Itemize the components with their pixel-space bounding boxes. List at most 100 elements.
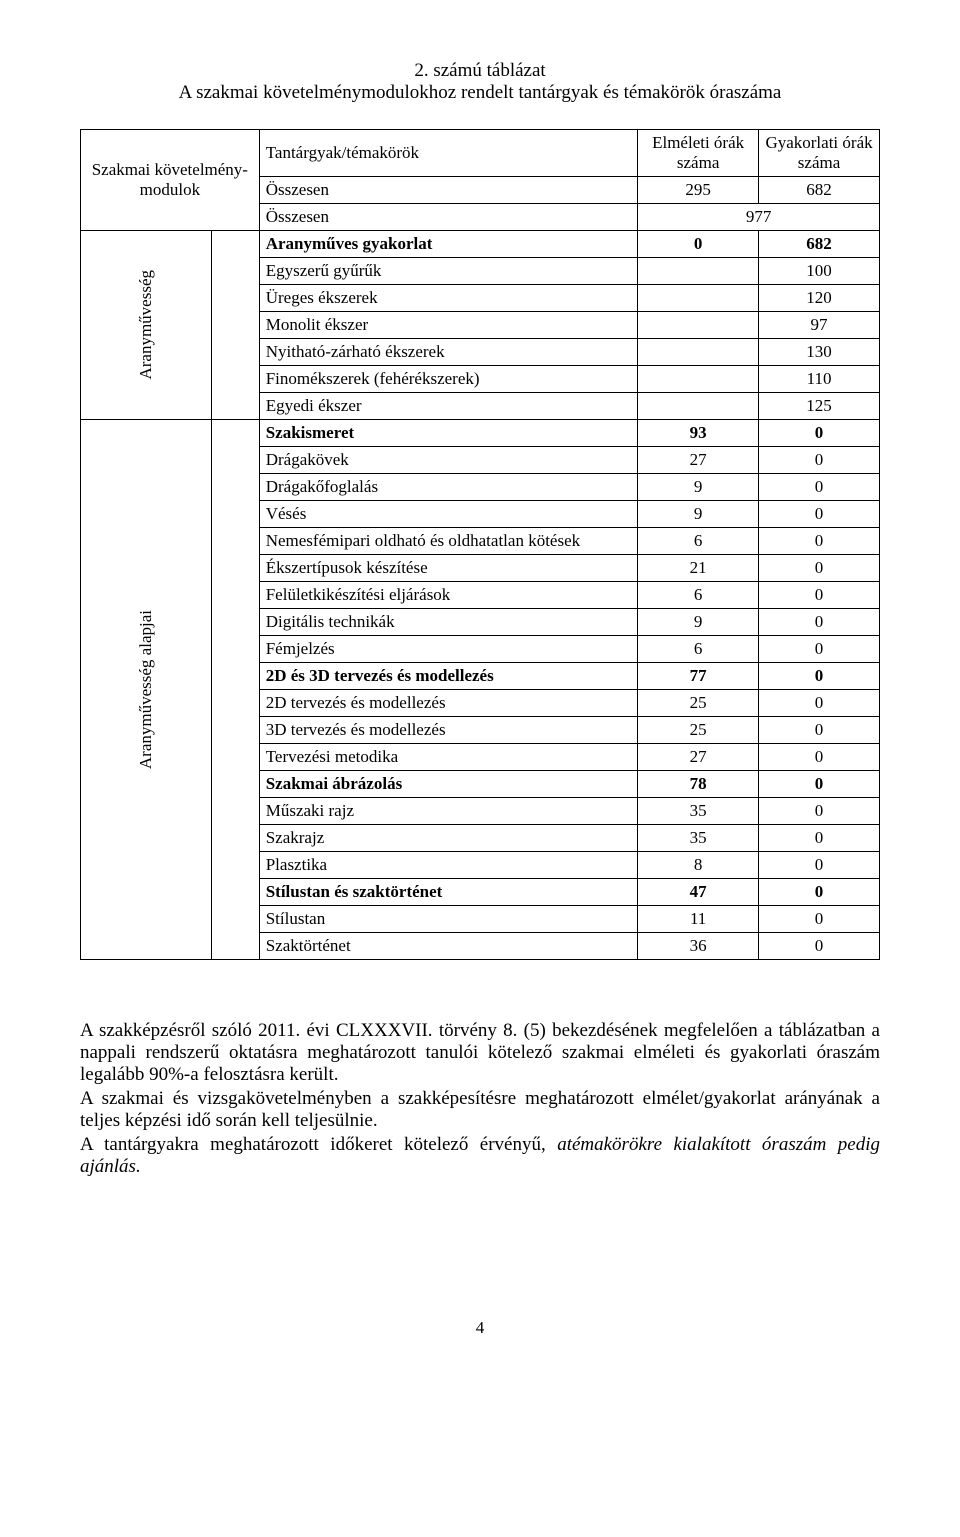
row-theory: [638, 312, 759, 339]
row-name: Drágakövek: [259, 447, 637, 474]
spacer-cell: [212, 231, 259, 420]
row-name: Szakismeret: [259, 420, 637, 447]
row-practice: 0: [759, 852, 880, 879]
row-theory: 77: [638, 663, 759, 690]
title-line-1: 2. számú táblázat: [80, 60, 880, 82]
row-practice: 0: [759, 879, 880, 906]
row-name: Nyitható-zárható ékszerek: [259, 339, 637, 366]
module-label: Aranyművesség alapjai: [136, 610, 156, 769]
row-theory: 6: [638, 528, 759, 555]
row-name: Finomékszerek (fehérékszerek): [259, 366, 637, 393]
row-name: Nemesfémipari oldható és oldhatatlan köt…: [259, 528, 637, 555]
spacer-cell: [212, 420, 259, 960]
row-theory: [638, 366, 759, 393]
title-line-2: A szakmai követelménymodulokhoz rendelt …: [80, 82, 880, 104]
row-practice: 130: [759, 339, 880, 366]
row-name: Műszaki rajz: [259, 798, 637, 825]
page-number: 4: [80, 1318, 880, 1338]
hours-table: Szakmai követelmény-modulok Tantárgyak/t…: [80, 129, 880, 960]
row-name: Egyedi ékszer: [259, 393, 637, 420]
total-practice: 682: [759, 177, 880, 204]
table-title: 2. számú táblázat A szakmai követelménym…: [80, 60, 880, 104]
header-practice: Gyakorlati órák száma: [759, 130, 880, 177]
paragraph-3: A tantárgyakra meghatározott időkeret kö…: [80, 1134, 880, 1178]
row-theory: 6: [638, 582, 759, 609]
row-practice: 682: [759, 231, 880, 258]
row-practice: 0: [759, 447, 880, 474]
row-theory: 25: [638, 717, 759, 744]
row-practice: 0: [759, 528, 880, 555]
row-theory: 78: [638, 771, 759, 798]
row-practice: 0: [759, 771, 880, 798]
row-theory: [638, 339, 759, 366]
row-name: Egyszerű gyűrűk: [259, 258, 637, 285]
row-name: 3D tervezés és modellezés: [259, 717, 637, 744]
row-name: Vésés: [259, 501, 637, 528]
paragraph-1: A szakképzésről szóló 2011. évi CLXXXVII…: [80, 1020, 880, 1086]
footer-paragraphs: A szakképzésről szóló 2011. évi CLXXXVII…: [80, 1020, 880, 1178]
row-theory: 93: [638, 420, 759, 447]
row-theory: [638, 258, 759, 285]
row-name: 2D és 3D tervezés és modellezés: [259, 663, 637, 690]
row-practice: 0: [759, 663, 880, 690]
row-practice: 0: [759, 717, 880, 744]
row-theory: 25: [638, 690, 759, 717]
row-name: Drágakőfoglalás: [259, 474, 637, 501]
row-name: Szakmai ábrázolás: [259, 771, 637, 798]
header-modules: Szakmai követelmény-modulok: [81, 130, 260, 231]
row-name: Szakrajz: [259, 825, 637, 852]
row-name: Üreges ékszerek: [259, 285, 637, 312]
row-theory: 11: [638, 906, 759, 933]
row-theory: [638, 285, 759, 312]
row-practice: 0: [759, 420, 880, 447]
row-name: Fémjelzés: [259, 636, 637, 663]
row-practice: 0: [759, 798, 880, 825]
row-practice: 120: [759, 285, 880, 312]
table-row: Aranyművesség alapjaiSzakismeret930: [81, 420, 880, 447]
row-theory: 36: [638, 933, 759, 960]
row-practice: 0: [759, 609, 880, 636]
row-name: Plasztika: [259, 852, 637, 879]
row-theory: 0: [638, 231, 759, 258]
row-theory: 9: [638, 609, 759, 636]
total-label: Összesen: [259, 177, 637, 204]
grand-total-value: 977: [638, 204, 880, 231]
row-practice: 0: [759, 906, 880, 933]
row-practice: 0: [759, 690, 880, 717]
row-theory: 8: [638, 852, 759, 879]
row-practice: 0: [759, 582, 880, 609]
row-practice: 0: [759, 744, 880, 771]
row-name: Felületkikészítési eljárások: [259, 582, 637, 609]
row-practice: 0: [759, 636, 880, 663]
row-theory: [638, 393, 759, 420]
row-practice: 125: [759, 393, 880, 420]
row-name: Stílustan és szaktörténet: [259, 879, 637, 906]
row-practice: 0: [759, 474, 880, 501]
row-theory: 6: [638, 636, 759, 663]
paragraph-3a: A tantárgyakra meghatározott időkeret kö…: [80, 1134, 557, 1155]
row-name: Szaktörténet: [259, 933, 637, 960]
row-name: Stílustan: [259, 906, 637, 933]
total-theory: 295: [638, 177, 759, 204]
row-practice: 0: [759, 555, 880, 582]
module-label: Aranyművesség: [136, 270, 156, 380]
module-label-cell: Aranyművesség: [81, 231, 212, 420]
row-name: 2D tervezés és modellezés: [259, 690, 637, 717]
row-practice: 0: [759, 501, 880, 528]
row-theory: 27: [638, 447, 759, 474]
row-practice: 100: [759, 258, 880, 285]
row-name: Digitális technikák: [259, 609, 637, 636]
row-practice: 97: [759, 312, 880, 339]
row-theory: 9: [638, 501, 759, 528]
row-theory: 47: [638, 879, 759, 906]
header-subjects: Tantárgyak/témakörök: [259, 130, 637, 177]
row-theory: 9: [638, 474, 759, 501]
paragraph-2: A szakmai és vizsgakövetelményben a szak…: [80, 1088, 880, 1132]
table-row: AranyművességAranyműves gyakorlat0682: [81, 231, 880, 258]
row-name: Tervezési metodika: [259, 744, 637, 771]
grand-total-label: Összesen: [259, 204, 637, 231]
row-theory: 35: [638, 825, 759, 852]
row-name: Monolit ékszer: [259, 312, 637, 339]
table-header-row: Szakmai követelmény-modulok Tantárgyak/t…: [81, 130, 880, 177]
row-practice: 0: [759, 933, 880, 960]
